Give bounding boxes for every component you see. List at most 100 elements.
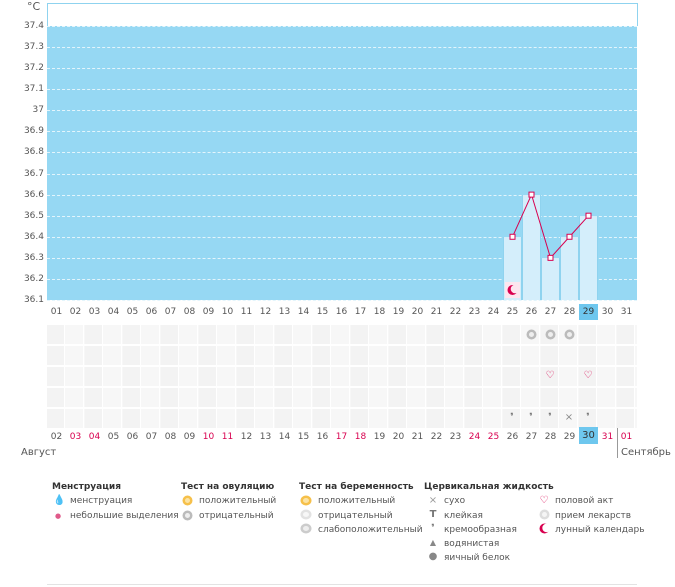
symptom-cell[interactable] — [427, 388, 445, 407]
symptom-cell[interactable] — [560, 367, 578, 386]
symptom-cell[interactable] — [408, 388, 426, 407]
day-cell-top[interactable]: 16 — [335, 307, 348, 317]
day-cell-top[interactable]: 05 — [126, 307, 139, 317]
symptom-cell[interactable] — [598, 325, 616, 344]
day-cell-top[interactable]: 18 — [373, 307, 386, 317]
symptom-cell[interactable] — [579, 409, 597, 428]
symptom-cell[interactable] — [389, 367, 407, 386]
symptom-cell[interactable] — [294, 367, 312, 386]
symptom-cell[interactable] — [484, 346, 502, 365]
symptom-cell[interactable] — [370, 388, 388, 407]
symptom-cell[interactable] — [123, 325, 141, 344]
day-cell-top[interactable]: 23 — [468, 307, 481, 317]
symptom-cell[interactable] — [389, 346, 407, 365]
symptom-cell[interactable] — [579, 346, 597, 365]
date-cell[interactable]: 06 — [126, 432, 139, 442]
symptom-cell[interactable] — [351, 409, 369, 428]
symptom-cell[interactable] — [123, 409, 141, 428]
symptom-cell[interactable] — [237, 409, 255, 428]
date-cell[interactable]: 02 — [50, 432, 63, 442]
symptom-cell[interactable] — [541, 346, 559, 365]
day-cell-top[interactable]: 15 — [316, 307, 329, 317]
symptom-cell[interactable] — [332, 388, 350, 407]
symptom-cell[interactable] — [541, 409, 559, 428]
symptom-cell[interactable] — [66, 388, 84, 407]
date-cell[interactable]: 16 — [316, 432, 329, 442]
symptom-cell[interactable] — [465, 325, 483, 344]
day-cell-top[interactable]: 27 — [544, 307, 557, 317]
date-cell-next-month[interactable]: 01 — [620, 432, 633, 442]
temperature-point[interactable] — [528, 191, 535, 198]
temperature-column[interactable] — [560, 236, 579, 300]
symptom-cell[interactable] — [199, 367, 217, 386]
symptom-cell[interactable] — [484, 409, 502, 428]
day-cell-top[interactable]: 09 — [202, 307, 215, 317]
symptom-cell[interactable] — [370, 325, 388, 344]
symptom-cell[interactable] — [142, 367, 160, 386]
day-cell-top[interactable]: 03 — [88, 307, 101, 317]
day-cell-top[interactable]: 11 — [240, 307, 253, 317]
symptom-cell[interactable] — [389, 325, 407, 344]
symptom-cell[interactable] — [408, 367, 426, 386]
date-cell[interactable]: 30 — [579, 427, 598, 444]
symptom-cell[interactable] — [123, 346, 141, 365]
symptom-cell[interactable] — [370, 409, 388, 428]
date-cell[interactable]: 04 — [88, 432, 101, 442]
symptom-cell[interactable] — [142, 409, 160, 428]
symptom-cell[interactable] — [598, 367, 616, 386]
symptom-cell[interactable] — [104, 388, 122, 407]
day-cell-top[interactable]: 21 — [430, 307, 443, 317]
symptom-cell[interactable] — [161, 325, 179, 344]
date-cell[interactable]: 09 — [183, 432, 196, 442]
symptom-cell[interactable] — [446, 325, 464, 344]
symptom-cell[interactable] — [332, 325, 350, 344]
symptom-cell[interactable] — [199, 346, 217, 365]
day-cell-top[interactable]: 19 — [392, 307, 405, 317]
symptom-cell[interactable] — [351, 388, 369, 407]
symptom-cell[interactable] — [617, 388, 635, 407]
day-cell-top[interactable]: 20 — [411, 307, 424, 317]
temperature-point[interactable] — [566, 233, 573, 240]
symptom-cell[interactable] — [180, 409, 198, 428]
symptom-cell[interactable] — [351, 325, 369, 344]
symptom-cell[interactable] — [104, 367, 122, 386]
symptom-cell[interactable] — [47, 388, 65, 407]
day-cell-top[interactable]: 13 — [278, 307, 291, 317]
date-cell[interactable]: 26 — [506, 432, 519, 442]
symptom-cell[interactable] — [180, 325, 198, 344]
symptom-cell[interactable] — [503, 325, 521, 344]
date-cell[interactable]: 15 — [297, 432, 310, 442]
temperature-point[interactable] — [585, 212, 592, 219]
symptom-cell[interactable] — [313, 367, 331, 386]
symptom-cell[interactable] — [85, 388, 103, 407]
symptom-cell[interactable] — [85, 409, 103, 428]
symptom-cell[interactable] — [142, 325, 160, 344]
symptom-cell[interactable] — [560, 409, 578, 428]
temperature-point[interactable] — [509, 233, 516, 240]
day-cell-top[interactable]: 07 — [164, 307, 177, 317]
symptom-cell[interactable] — [446, 388, 464, 407]
symptom-cell[interactable] — [313, 325, 331, 344]
symptom-cell[interactable] — [541, 388, 559, 407]
symptom-cell[interactable] — [161, 346, 179, 365]
symptom-cell[interactable] — [237, 367, 255, 386]
day-cell-top[interactable]: 01 — [50, 307, 63, 317]
symptom-cell[interactable] — [47, 325, 65, 344]
symptom-cell[interactable] — [579, 325, 597, 344]
symptom-cell[interactable] — [598, 409, 616, 428]
symptom-cell[interactable] — [275, 346, 293, 365]
symptom-cell[interactable] — [256, 367, 274, 386]
date-cell[interactable]: 08 — [164, 432, 177, 442]
date-cell[interactable]: 03 — [69, 432, 82, 442]
day-cell-top[interactable]: 30 — [601, 307, 614, 317]
date-cell[interactable]: 19 — [373, 432, 386, 442]
day-cell-top[interactable]: 04 — [107, 307, 120, 317]
symptom-cell[interactable] — [446, 409, 464, 428]
date-cell[interactable]: 21 — [411, 432, 424, 442]
symptom-cell[interactable] — [617, 325, 635, 344]
symptom-cell[interactable] — [294, 325, 312, 344]
day-cell-top[interactable]: 17 — [354, 307, 367, 317]
temperature-column[interactable] — [579, 215, 598, 300]
symptom-cell[interactable] — [123, 388, 141, 407]
symptom-cell[interactable] — [142, 388, 160, 407]
